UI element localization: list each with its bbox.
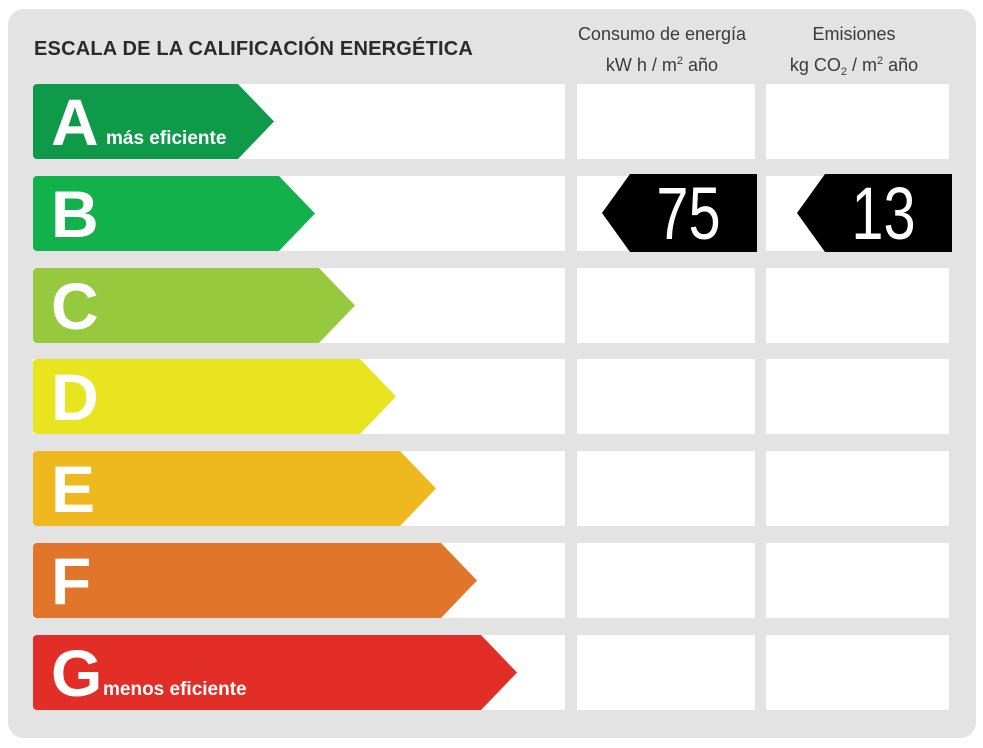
rating-arrow-d: D: [33, 359, 396, 434]
rating-letter-c: C: [51, 269, 99, 343]
energy-value-text: 75: [656, 172, 721, 255]
emissions-column-unit: kg CO2 / m2 año: [789, 55, 919, 78]
rating-arrow-e: E: [33, 451, 436, 526]
rating-note-a: más eficiente: [106, 128, 227, 149]
rating-letter-e: E: [51, 452, 96, 526]
emissions-value-text: 13: [851, 172, 916, 255]
scale-title: ESCALA DE LA CALIFICACIÓN ENERGÉTICA: [34, 38, 474, 60]
rating-arrow-b: B: [33, 176, 315, 251]
rating-letter-b: B: [51, 177, 99, 251]
rating-letter-d: D: [51, 360, 99, 434]
energy-column-unit: kW h / m2 año: [605, 55, 719, 75]
rating-letter-a: A: [51, 85, 99, 159]
rating-letter-f: F: [51, 544, 92, 618]
rating-note-g: menos eficiente: [103, 679, 247, 700]
emissions-column-header: Emisiones kg CO2 / m2 año: [762, 21, 946, 86]
energy-value-badge: 75: [602, 172, 757, 255]
energy-cell-f: [577, 543, 755, 618]
energy-cell-g: [577, 635, 755, 710]
energy-cell-e: [577, 451, 755, 526]
energy-cell-c: [577, 268, 755, 343]
emissions-column-title: Emisiones: [812, 24, 896, 44]
rating-arrow-c: C: [33, 268, 355, 343]
energy-column-title: Consumo de energía: [577, 24, 747, 44]
energy-cell-d: [577, 359, 755, 434]
emissions-cell-e: [766, 451, 949, 526]
emissions-cell-d: [766, 359, 949, 434]
emissions-cell-c: [766, 268, 949, 343]
rating-letter-g: G: [51, 636, 103, 710]
emissions-cell-a: [766, 84, 949, 159]
emissions-cell-f: [766, 543, 949, 618]
emissions-value-badge: 13: [797, 172, 952, 255]
rating-arrow-f: F: [33, 543, 477, 618]
emissions-cell-g: [766, 635, 949, 710]
energy-cell-a: [577, 84, 755, 159]
energy-column-header: Consumo de energía kW h / m2 año: [570, 21, 754, 79]
